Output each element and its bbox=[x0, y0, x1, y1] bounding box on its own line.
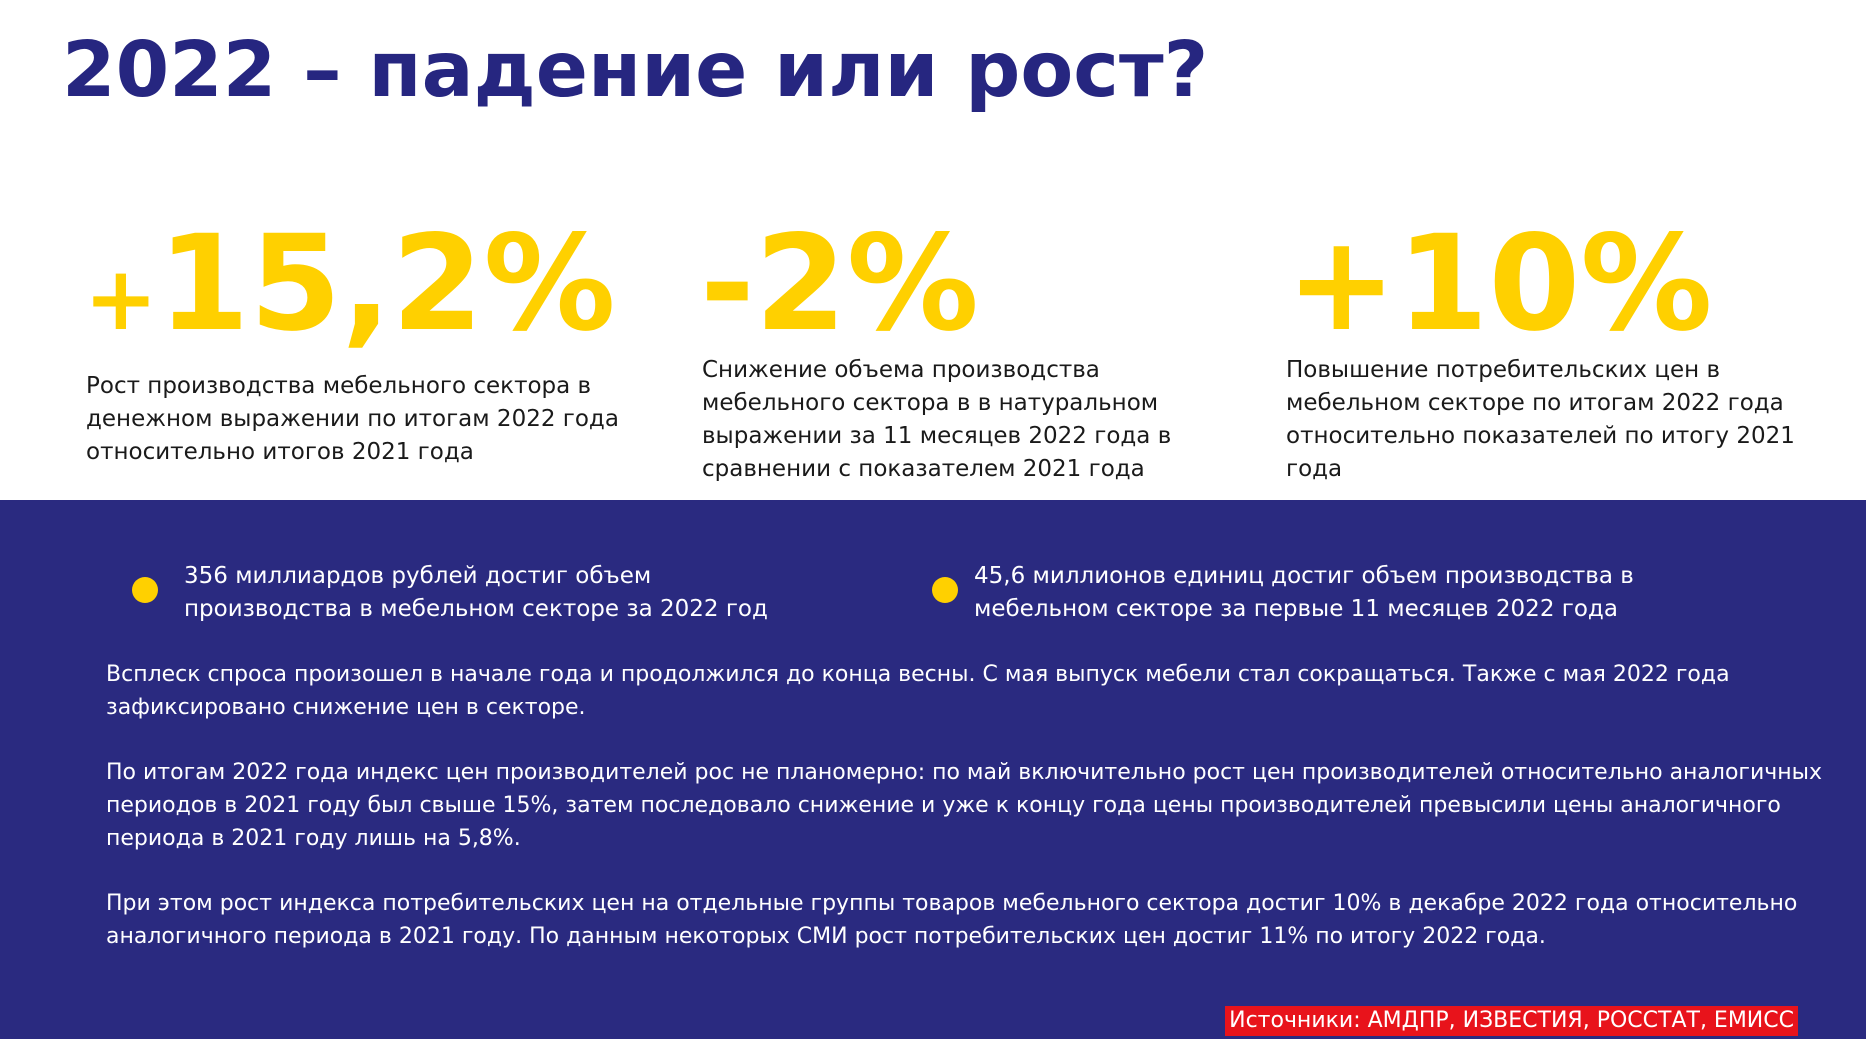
paragraph: Всплеск спроса произошел в начале года и… bbox=[106, 662, 1730, 720]
bullet-text: 356 миллиардов рублей достиг объем произ… bbox=[184, 563, 768, 622]
page-title: 2022 – падение или рост? bbox=[62, 26, 1209, 115]
stat-number: 15,2% bbox=[157, 207, 616, 361]
stat-description: Повышение потребительских цен в мебельно… bbox=[1286, 357, 1795, 482]
stat-block-consumer-prices: +10% Повышение потребительских цен в меб… bbox=[1286, 218, 1846, 482]
bullet-dot-icon bbox=[932, 577, 958, 603]
stat-description: Снижение объема производства мебельного … bbox=[702, 357, 1172, 482]
bullet-dot-icon bbox=[132, 577, 158, 603]
stat-number: -2% bbox=[700, 207, 979, 361]
stat-value: +15,2% bbox=[84, 218, 644, 350]
stat-number: +10% bbox=[1286, 207, 1713, 361]
stat-block-production-value: +15,2% Рост производства мебельного сект… bbox=[84, 218, 644, 465]
stat-value: +10% bbox=[1286, 218, 1846, 350]
bullet-text: 45,6 миллионов единиц достиг объем произ… bbox=[974, 563, 1634, 622]
paragraph: При этом рост индекса потребительских це… bbox=[106, 891, 1798, 949]
stat-value: -2% bbox=[700, 218, 1260, 350]
stat-block-production-volume: -2% Снижение объема производства мебельн… bbox=[700, 218, 1260, 482]
sources-label: Источники: АМДПР, ИЗВЕСТИЯ, РОССТАТ, ЕМИ… bbox=[1225, 1006, 1798, 1036]
stat-description: Рост производства мебельного сектора в д… bbox=[86, 373, 619, 465]
stat-sign: + bbox=[84, 247, 158, 350]
paragraph: По итогам 2022 года индекс цен производи… bbox=[106, 760, 1823, 851]
